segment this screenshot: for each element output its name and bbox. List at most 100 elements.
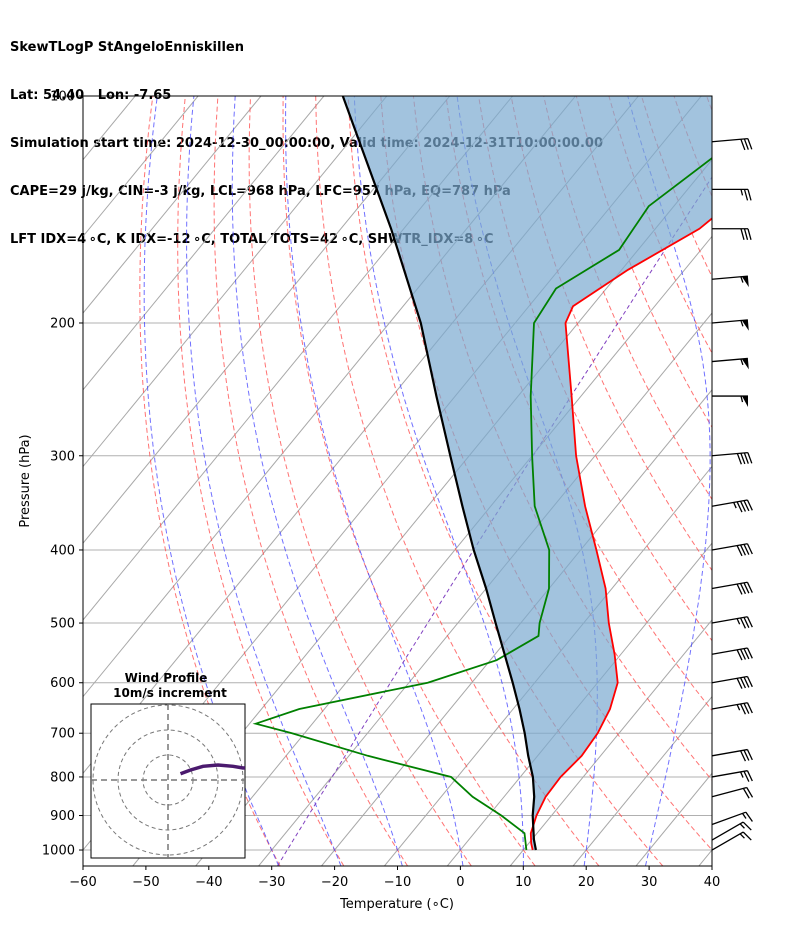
wind-barb-staff [711, 786, 747, 798]
hodograph-subtitle: 10m/s increment [113, 686, 227, 700]
wind-barb-full [736, 501, 743, 513]
wind-barb-staff [711, 451, 748, 457]
wind-barb [711, 499, 753, 513]
wind-barb-flag [741, 276, 749, 288]
x-axis-label: Temperature (∘C) [339, 897, 454, 912]
isotherm-line [698, 849, 712, 866]
wind-barb-flag [741, 319, 749, 331]
wind-barb-full [743, 138, 749, 150]
moist-adiabat-line [285, 96, 464, 866]
dry-adiabat-line [315, 96, 600, 866]
wind-barb-full [743, 676, 750, 688]
wind-barb-full [736, 583, 743, 595]
isotherm-line [762, 96, 794, 866]
wind-barb-full [746, 616, 753, 628]
x-tick-label: −60 [69, 875, 96, 890]
wind-barb-staff [711, 647, 748, 655]
wind-barb-half [740, 189, 744, 196]
wind-barb [712, 228, 752, 240]
isotherm-line [83, 96, 451, 544]
moist-adiabat-line [231, 96, 403, 866]
wind-barb-full [736, 678, 743, 689]
y-tick-label: 400 [50, 543, 75, 558]
wind-barb-full [743, 617, 750, 628]
wind-barb-full [746, 647, 753, 659]
wind-barb-full [746, 582, 753, 593]
y-tick-label: 800 [50, 770, 75, 785]
wind-barb-full [740, 228, 745, 240]
x-tick-label: −40 [195, 875, 222, 890]
wind-barb-full [746, 770, 753, 782]
isotherm-line [83, 96, 325, 391]
wind-barb-full [746, 702, 753, 714]
wind-barb-full [736, 453, 742, 465]
wind-barb-full [740, 139, 746, 151]
wind-barb-full [743, 582, 750, 594]
isotherm-line [83, 96, 199, 238]
wind-barb [711, 786, 754, 799]
wind-barb-full [739, 544, 747, 556]
x-tick-label: 30 [641, 875, 658, 890]
wind-barb [711, 647, 753, 661]
wind-barb-full [742, 788, 750, 799]
wind-barb-staff [711, 748, 748, 757]
wind-barb-full [743, 452, 749, 464]
y-tick-label: 100 [50, 90, 75, 105]
wind-barb-staff [711, 499, 748, 507]
hodograph-plot [91, 704, 245, 858]
wind-barb-full [743, 228, 749, 240]
hodograph-trace [179, 763, 245, 776]
x-tick-label: −20 [321, 875, 348, 890]
isotherm-line [384, 465, 712, 866]
wind-barb-flag [741, 358, 749, 370]
isotherm-line [321, 388, 712, 866]
wind-barb-half [733, 502, 737, 509]
axes-layer: −60 −50 −40 −30 −20 −10 0 10 20 30 40 1000 900 800 700… [42, 90, 720, 891]
y-tick-label: 500 [50, 617, 75, 632]
wind-barb-full [740, 453, 746, 465]
isotherm-line [83, 96, 262, 314]
wind-barb-half [739, 823, 745, 829]
x-tick-label: 10 [515, 875, 532, 890]
wind-barb-half [740, 358, 744, 366]
wind-barb-full [747, 189, 752, 201]
wind-barb [711, 319, 749, 331]
chart-title: SkewTLogP StAngeloEnniskillen [10, 40, 244, 55]
wind-barb-staff [711, 543, 748, 551]
wind-barb-staff [711, 702, 748, 710]
wind-barb-full [739, 617, 747, 629]
x-tick-label: 0 [456, 875, 464, 890]
wind-barb-full [743, 648, 750, 660]
dry-adiabat-line [575, 96, 712, 429]
wind-barb-full [746, 749, 753, 761]
wind-barb-half [740, 276, 744, 283]
wind-barb-full [747, 452, 753, 464]
x-tick-label: 40 [704, 875, 721, 890]
x-tick-label: −50 [132, 875, 159, 890]
profile-lines-layer [252, 96, 712, 851]
y-tick-label: 300 [50, 449, 75, 464]
y-axis-label: Pressure (hPa) [18, 434, 33, 527]
wind-barb-staff [711, 811, 747, 826]
wind-barb [711, 137, 753, 151]
wind-barb [711, 702, 753, 715]
wind-barb [712, 188, 752, 201]
wind-barb-half [740, 320, 744, 327]
moist-adiabat-line [143, 96, 280, 866]
dry-adiabat-line [177, 96, 345, 866]
x-tick-label: 20 [578, 875, 595, 890]
wind-barb-full [739, 677, 747, 689]
wind-barb-full [743, 771, 750, 782]
wind-barb [711, 831, 752, 851]
wind-barb-full [743, 500, 750, 512]
wind-barb [711, 357, 749, 370]
wind-barb [711, 581, 753, 595]
wind-barb-full [746, 787, 754, 798]
wind-barb-full [746, 676, 753, 688]
dry-adiabat-line [139, 96, 281, 866]
wind-barb [711, 675, 753, 689]
wind-barb-half [736, 704, 741, 711]
y-tick-label: 1000 [42, 844, 75, 859]
wind-barb-full [739, 500, 747, 512]
